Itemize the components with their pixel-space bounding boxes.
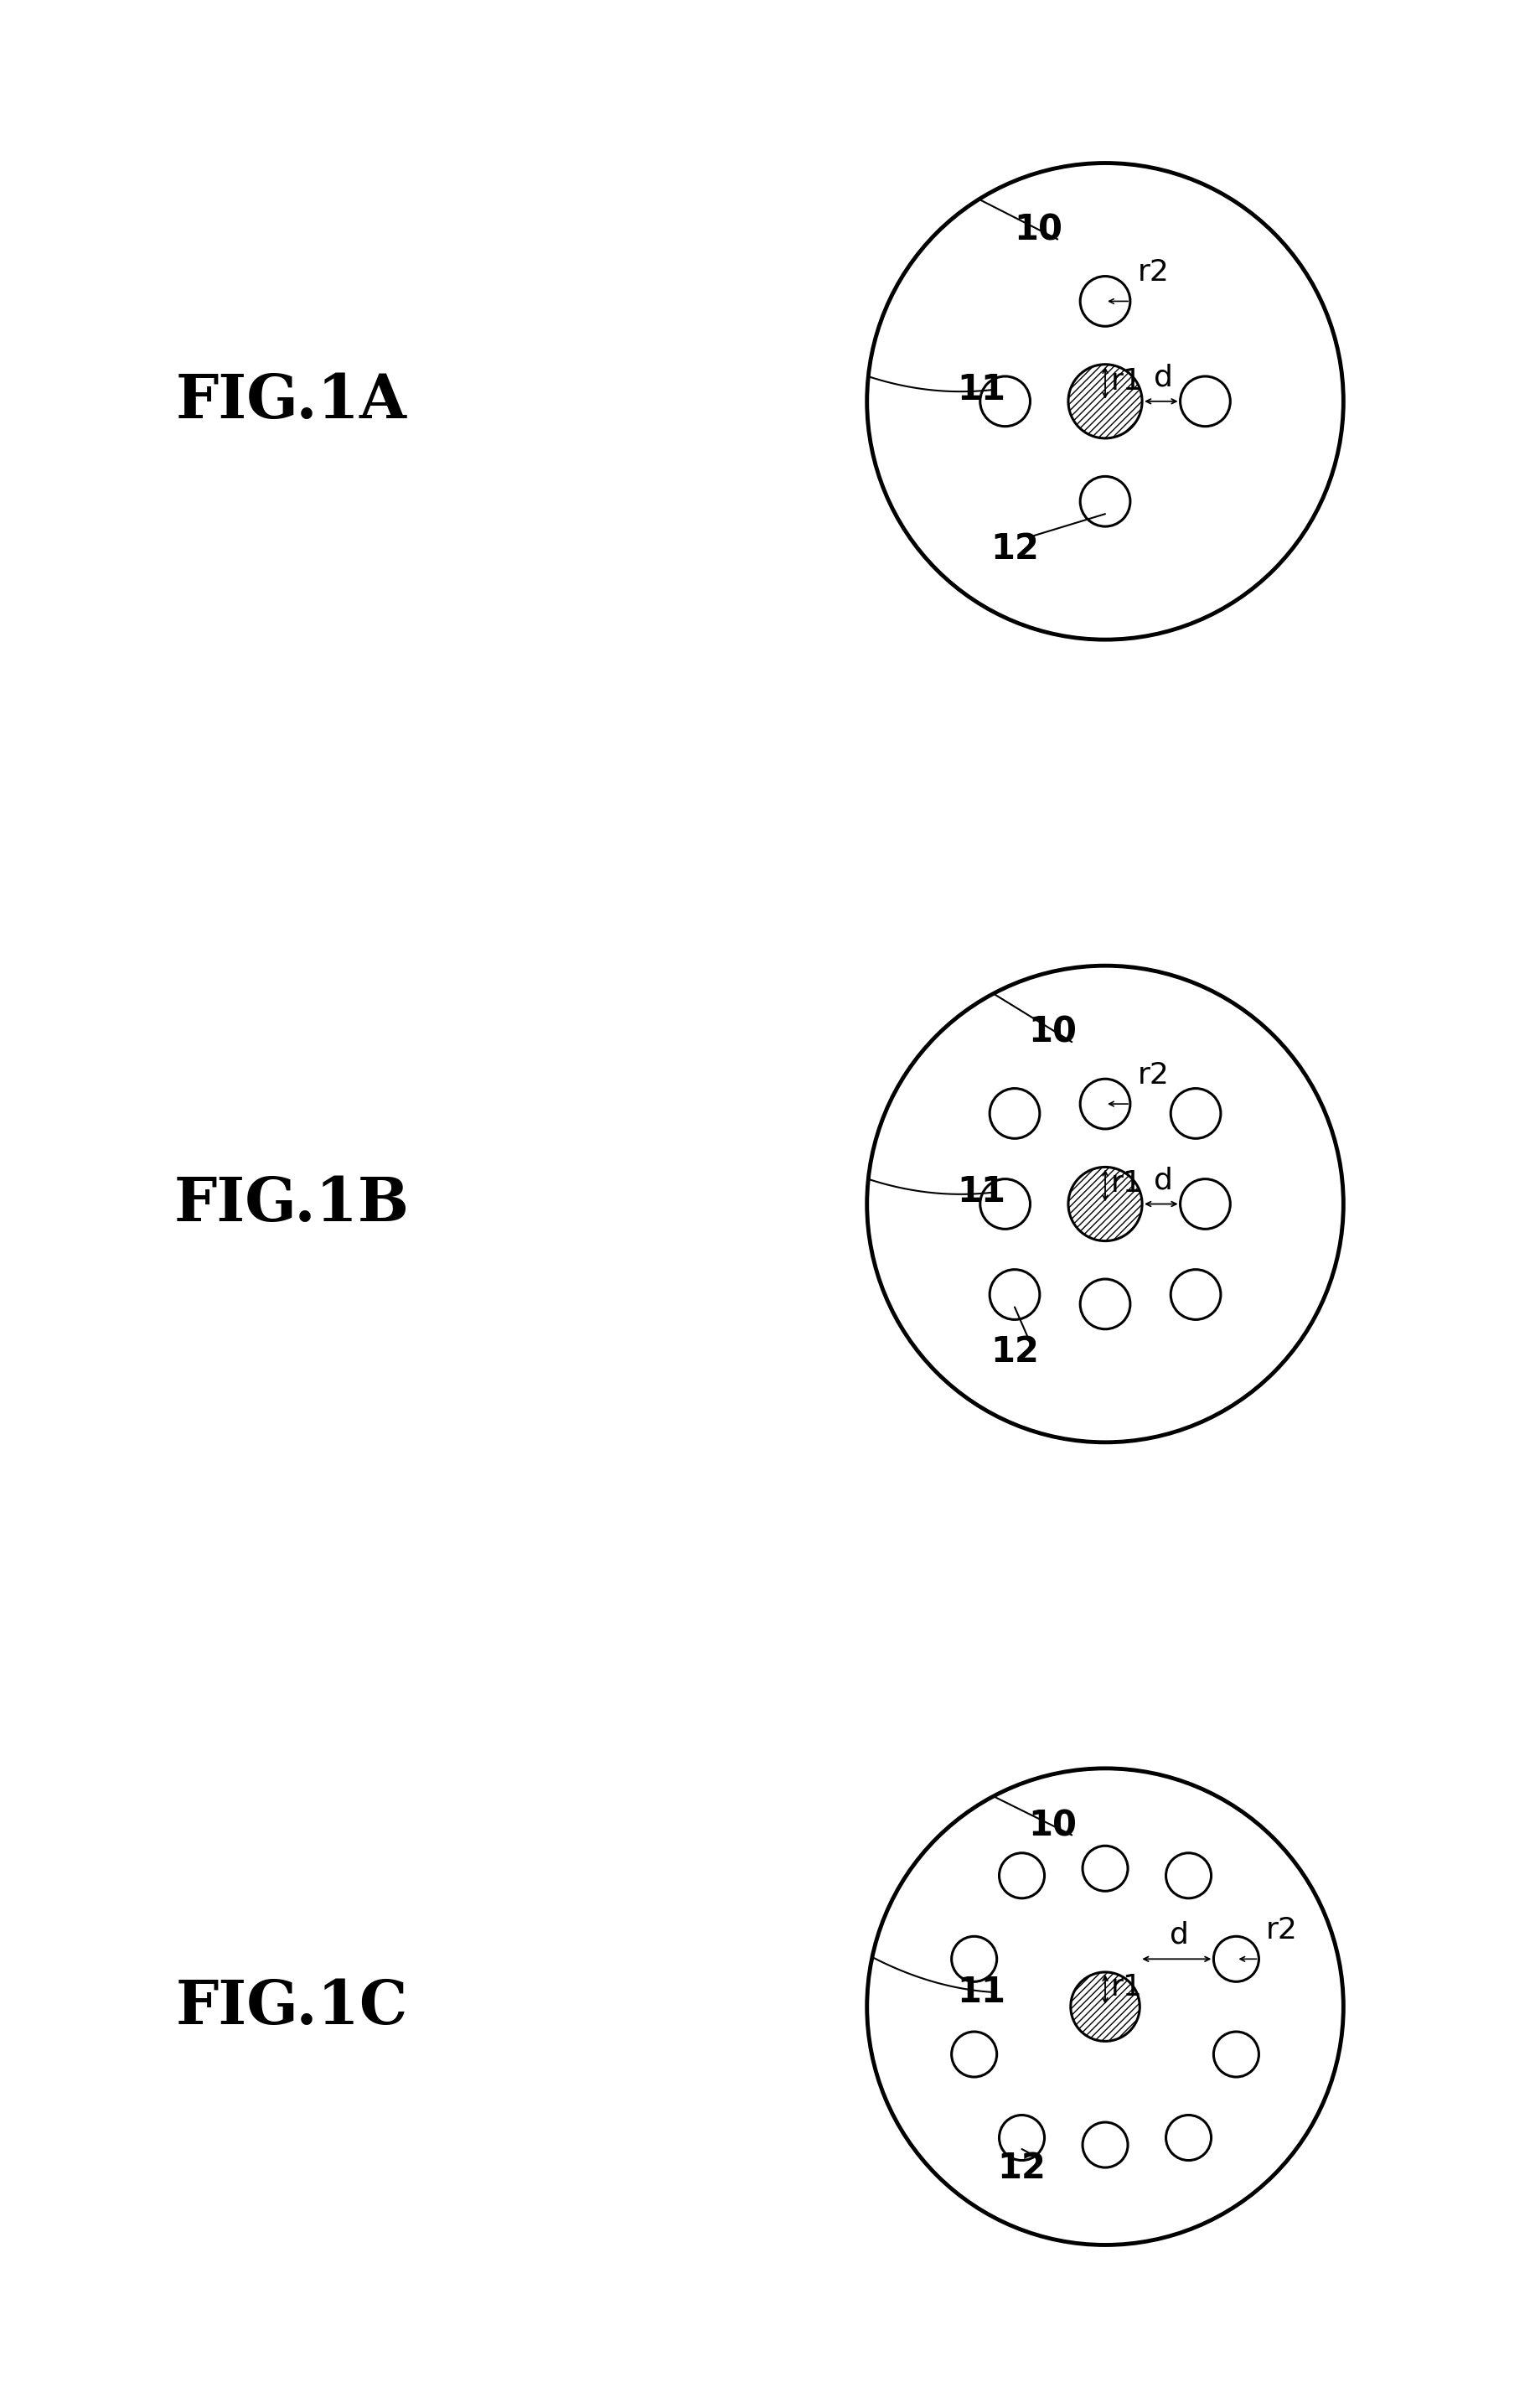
- Circle shape: [1081, 277, 1130, 325]
- Text: 11: 11: [956, 1175, 1005, 1209]
- Circle shape: [952, 1936, 996, 1982]
- Circle shape: [999, 1854, 1044, 1898]
- Circle shape: [1082, 2121, 1128, 2167]
- Text: d: d: [1170, 1922, 1188, 1950]
- Text: 10: 10: [1015, 212, 1062, 248]
- Circle shape: [1167, 2114, 1211, 2160]
- Text: r1: r1: [1111, 1975, 1144, 2001]
- Text: d: d: [1154, 364, 1173, 393]
- Text: 11: 11: [956, 1975, 1005, 2011]
- Text: 10: 10: [1028, 1808, 1078, 1842]
- Circle shape: [1214, 1936, 1259, 1982]
- Text: FIG.1B: FIG.1B: [173, 1175, 410, 1233]
- Text: r2: r2: [1266, 1917, 1297, 1946]
- Text: 12: 12: [990, 532, 1039, 566]
- Circle shape: [1180, 376, 1230, 426]
- Circle shape: [1081, 477, 1130, 527]
- Text: 12: 12: [990, 1334, 1039, 1370]
- Circle shape: [990, 1269, 1039, 1320]
- Circle shape: [999, 2114, 1044, 2160]
- Text: FIG.1C: FIG.1C: [175, 1977, 408, 2037]
- Circle shape: [1082, 1847, 1128, 1890]
- Circle shape: [1214, 2032, 1259, 2078]
- Text: r2: r2: [1137, 1062, 1170, 1088]
- Circle shape: [1081, 1279, 1130, 1329]
- Circle shape: [981, 1180, 1030, 1228]
- Circle shape: [952, 2032, 996, 2078]
- Text: FIG.1A: FIG.1A: [177, 371, 407, 431]
- Circle shape: [981, 376, 1030, 426]
- Circle shape: [1068, 1168, 1142, 1240]
- Circle shape: [990, 1088, 1039, 1139]
- Circle shape: [1180, 1180, 1230, 1228]
- Circle shape: [1167, 1854, 1211, 1898]
- Text: 11: 11: [956, 371, 1005, 407]
- Circle shape: [1070, 1972, 1141, 2042]
- Text: d: d: [1154, 1165, 1173, 1194]
- Circle shape: [1068, 364, 1142, 438]
- Circle shape: [1171, 1269, 1220, 1320]
- Text: r2: r2: [1137, 258, 1170, 287]
- Text: 12: 12: [998, 2150, 1045, 2186]
- Text: r1: r1: [1111, 1170, 1144, 1197]
- Text: r1: r1: [1111, 366, 1144, 395]
- Text: 10: 10: [1028, 1014, 1078, 1050]
- Circle shape: [1171, 1088, 1220, 1139]
- Circle shape: [1081, 1079, 1130, 1129]
